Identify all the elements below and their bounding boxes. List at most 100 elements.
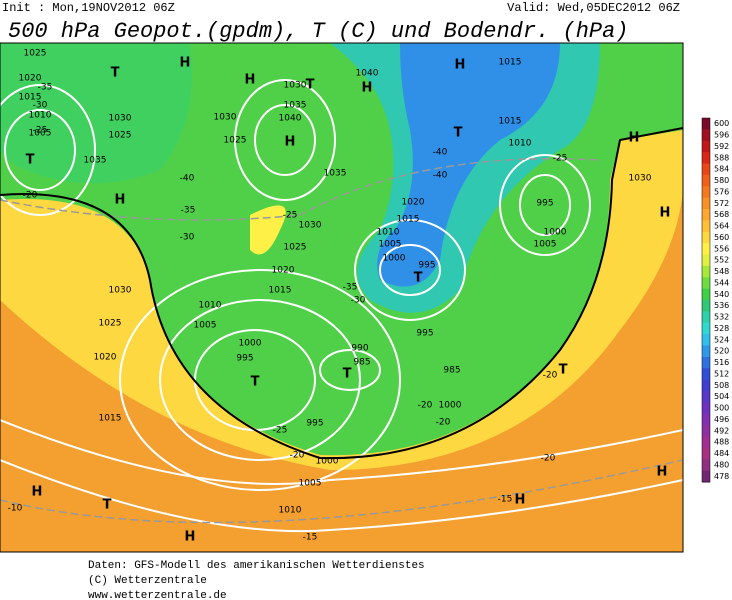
pressure-center: T bbox=[251, 375, 260, 390]
valid-time: Valid: Wed,05DEC2012 06Z bbox=[507, 1, 680, 15]
contour-label: 1000 bbox=[316, 457, 339, 467]
colorbar-swatch bbox=[702, 425, 710, 437]
colorbar-label: 492 bbox=[714, 426, 729, 435]
colorbar-label: 560 bbox=[714, 233, 729, 242]
colorbar-swatch bbox=[702, 345, 710, 358]
contour-label: 1020 bbox=[272, 266, 295, 276]
contour-label: -30 bbox=[180, 233, 195, 243]
colorbar-label: 500 bbox=[714, 404, 729, 413]
colorbar-label: 576 bbox=[714, 187, 729, 196]
contour-label: 1010 bbox=[279, 506, 302, 516]
colorbar-label: 540 bbox=[714, 290, 729, 299]
contour-label: 1030 bbox=[214, 113, 237, 123]
field-green-nw bbox=[0, 43, 192, 184]
contour-label: 1010 bbox=[29, 111, 52, 121]
colorbar-label: 592 bbox=[714, 142, 729, 151]
contour-label: -25 bbox=[33, 126, 48, 136]
colorbar-label: 548 bbox=[714, 267, 729, 276]
colorbar-swatch bbox=[702, 186, 710, 199]
contour-label: -30 bbox=[351, 296, 366, 306]
pressure-center: H bbox=[362, 81, 373, 96]
pressure-center: H bbox=[629, 131, 640, 146]
contour-label: -20 bbox=[418, 401, 433, 411]
contour-label: 990 bbox=[351, 344, 368, 354]
colorbar-label: 484 bbox=[714, 449, 729, 458]
colorbar-swatch bbox=[702, 209, 710, 221]
colorbar-label: 516 bbox=[714, 358, 729, 367]
contour-label: 1005 bbox=[534, 240, 557, 250]
colorbar-label: 504 bbox=[714, 392, 729, 401]
pressure-center: T bbox=[414, 271, 423, 286]
colorbar-swatch bbox=[702, 163, 710, 176]
contour-label: -20 bbox=[543, 371, 558, 381]
contour-label: 995 bbox=[418, 261, 435, 271]
pressure-center: H bbox=[660, 206, 671, 221]
colorbar-label: 524 bbox=[714, 335, 729, 344]
contour-label: 1020 bbox=[19, 74, 42, 84]
contour-label: 1015 bbox=[397, 215, 420, 225]
colorbar-swatch bbox=[702, 368, 710, 381]
contour-label: 1020 bbox=[94, 353, 117, 363]
colorbar-label: 512 bbox=[714, 369, 729, 378]
contour-label: 995 bbox=[306, 419, 323, 429]
contour-label: 1000 bbox=[544, 228, 567, 238]
colorbar-swatch bbox=[702, 447, 710, 460]
pressure-center: H bbox=[285, 135, 296, 150]
contour-label: 995 bbox=[236, 354, 253, 364]
pressure-center: T bbox=[26, 153, 35, 168]
colorbar-label: 496 bbox=[714, 415, 729, 424]
contour-label: 1030 bbox=[299, 221, 322, 231]
pressure-center: T bbox=[111, 66, 120, 81]
pressure-center: H bbox=[180, 56, 191, 71]
pressure-center: T bbox=[103, 498, 112, 513]
colorbar-label: 488 bbox=[714, 438, 729, 447]
colorbar-label: 572 bbox=[714, 199, 729, 208]
colorbar-label: 596 bbox=[714, 131, 729, 140]
contour-label: 1000 bbox=[383, 254, 406, 264]
contour-label: 1000 bbox=[439, 401, 462, 411]
pressure-center: T bbox=[559, 363, 568, 378]
colorbar-swatch bbox=[702, 277, 710, 290]
contour-label: -20 bbox=[541, 454, 556, 464]
colorbar-swatch bbox=[702, 322, 710, 335]
colorbar-swatch bbox=[702, 379, 710, 392]
colorbar-swatch bbox=[702, 300, 710, 312]
colorbar-swatch bbox=[702, 118, 710, 130]
contour-label: 1035 bbox=[84, 156, 107, 166]
contour-label: -25 bbox=[283, 211, 298, 221]
colorbar-swatch bbox=[702, 288, 710, 301]
contour-label: 1030 bbox=[109, 114, 132, 124]
colorbar-swatch bbox=[702, 356, 710, 369]
contour-label: 985 bbox=[353, 358, 370, 368]
contour-label: 1005 bbox=[29, 129, 52, 139]
isobars bbox=[0, 79, 683, 533]
contour-label: -25 bbox=[273, 426, 288, 436]
contour-label: -40 bbox=[433, 148, 448, 158]
contour-label: -25 bbox=[553, 154, 568, 164]
pressure-center: T bbox=[454, 126, 463, 141]
colorbar-swatch bbox=[702, 129, 710, 142]
contour-label: 1035 bbox=[284, 101, 307, 111]
colorbar-swatch bbox=[702, 334, 710, 346]
colorbar-label: 580 bbox=[714, 176, 729, 185]
contour-label: 995 bbox=[536, 199, 553, 209]
contour-label: -15 bbox=[498, 495, 513, 505]
colorbar-swatch bbox=[702, 436, 710, 449]
colorbar-swatch bbox=[702, 402, 710, 415]
colorbar-label: 588 bbox=[714, 153, 729, 162]
colorbar-swatch bbox=[702, 470, 710, 483]
contour-label: 1020 bbox=[402, 198, 425, 208]
contour-label: -35 bbox=[38, 83, 53, 93]
colorbar-label: 568 bbox=[714, 210, 729, 219]
contour-label: -40 bbox=[433, 171, 448, 181]
contour-label: -20 bbox=[436, 418, 451, 428]
colorbar-frame bbox=[701, 117, 711, 483]
contour-label: 1040 bbox=[356, 69, 379, 79]
contour-label: 1025 bbox=[99, 319, 122, 329]
colorbar-swatch bbox=[702, 459, 710, 472]
colorbar-swatch bbox=[702, 243, 710, 255]
colorbar-label: 478 bbox=[714, 472, 729, 481]
colorbar-swatch bbox=[702, 140, 710, 153]
colorbar-label: 508 bbox=[714, 381, 729, 390]
